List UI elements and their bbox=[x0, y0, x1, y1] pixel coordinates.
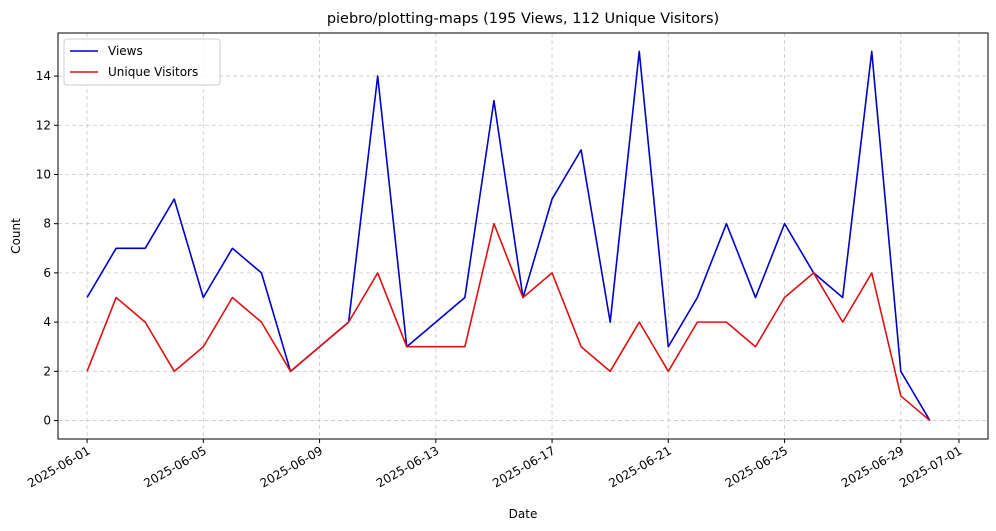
y-tick-label: 6 bbox=[43, 266, 51, 280]
legend: Views Unique Visitors bbox=[63, 38, 221, 86]
plot-frame bbox=[57, 32, 989, 440]
x-tick-label: 2025-06-13 bbox=[374, 443, 441, 490]
y-axis-label: Count bbox=[9, 218, 23, 254]
x-tick-label: 2025-06-17 bbox=[490, 443, 557, 490]
legend-label: Unique Visitors bbox=[108, 65, 198, 79]
x-tick-label: 2025-06-29 bbox=[839, 443, 906, 490]
series-line-views bbox=[86, 50, 931, 421]
y-tick-label: 10 bbox=[36, 167, 51, 181]
series-line-unique-visitors bbox=[86, 222, 931, 422]
y-tick-label: 0 bbox=[43, 414, 51, 428]
x-tick-label: 2025-06-01 bbox=[25, 443, 92, 490]
series-layer bbox=[86, 50, 931, 422]
x-tick-label: 2025-06-09 bbox=[258, 443, 325, 490]
grid bbox=[58, 33, 988, 439]
x-tick-label: 2025-06-21 bbox=[606, 443, 673, 490]
y-tick-label: 12 bbox=[36, 118, 51, 132]
x-tick-label: 2025-07-01 bbox=[897, 443, 964, 490]
legend-label: Views bbox=[108, 44, 143, 58]
x-tick-label: 2025-06-05 bbox=[141, 443, 208, 490]
chart-title: piebro/plotting-maps (195 Views, 112 Uni… bbox=[327, 11, 719, 27]
y-tick-label: 8 bbox=[43, 217, 51, 231]
y-tick-label: 2 bbox=[43, 364, 51, 378]
legend-box bbox=[63, 38, 221, 86]
y-tick-label: 4 bbox=[43, 315, 51, 329]
y-tick-label: 14 bbox=[36, 69, 51, 83]
x-tick-label: 2025-06-25 bbox=[723, 443, 790, 490]
x-axis-label: Date bbox=[509, 507, 538, 521]
x-axis: 2025-06-01 2025-06-05 2025-06-09 2025-06-13… bbox=[25, 439, 964, 490]
y-axis: 0 2 4 6 8 10 12 14 bbox=[36, 69, 58, 428]
